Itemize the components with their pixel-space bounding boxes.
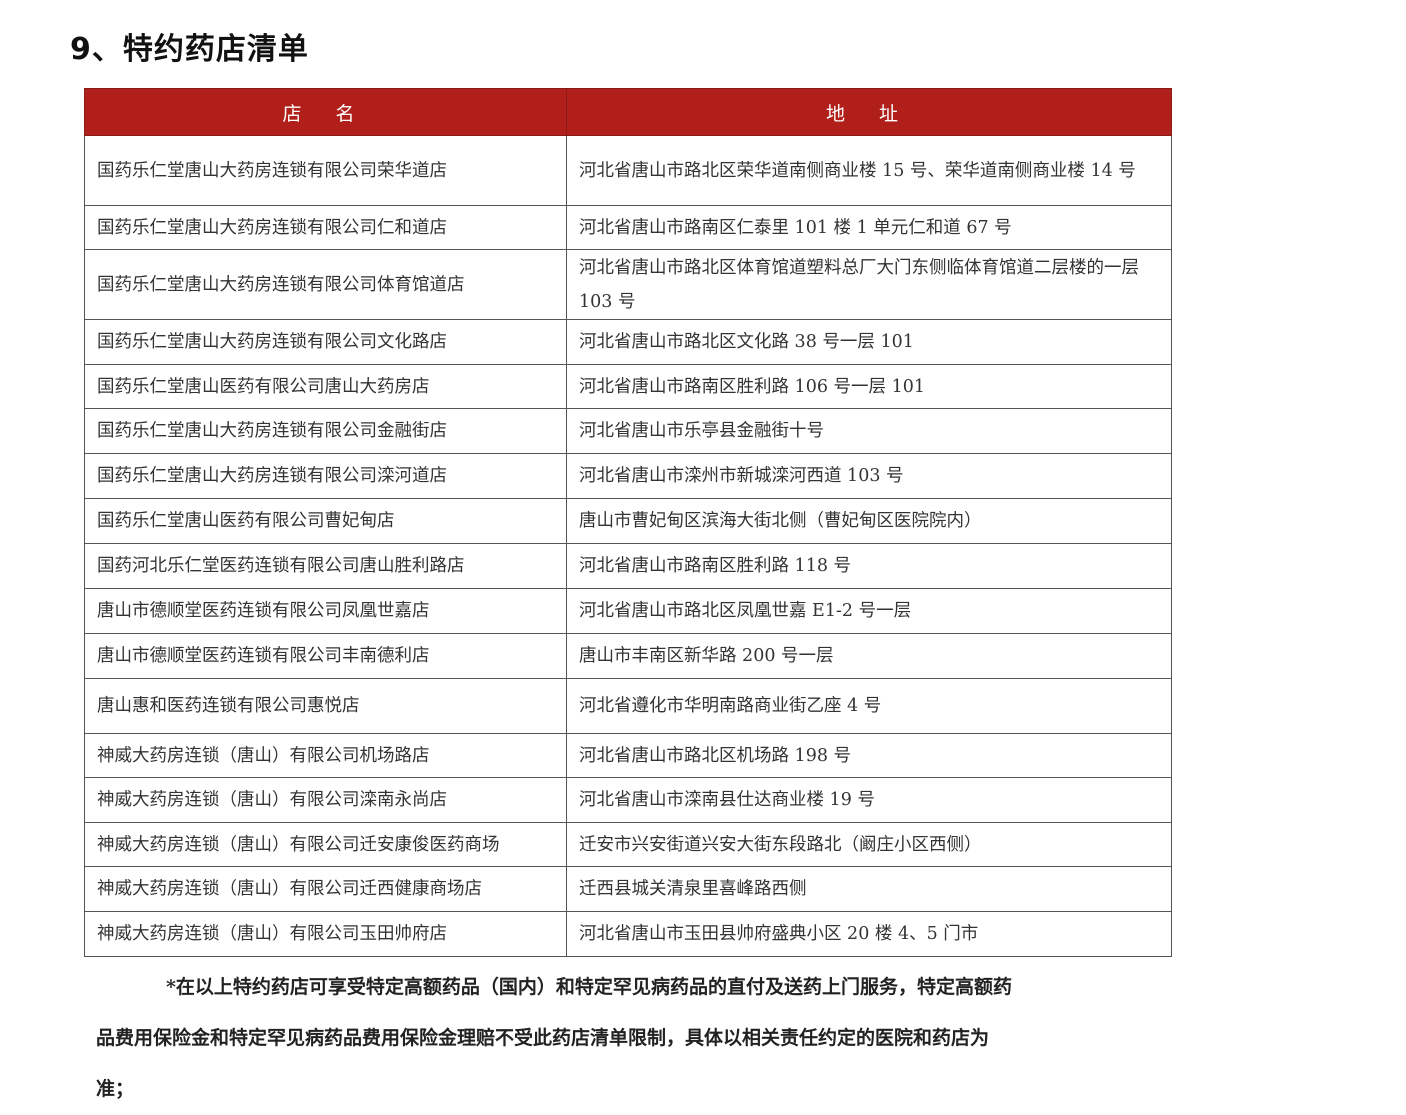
pharmacy-name: 国药乐仁堂唐山医药有限公司曹妃甸店: [84, 498, 567, 544]
pharmacy-address: 河北省遵化市华明南路商业街乙座 4 号: [566, 678, 1172, 734]
pharmacy-name: 唐山市德顺堂医药连锁有限公司丰南德利店: [84, 633, 567, 679]
pharmacy-name: 国药乐仁堂唐山大药房连锁有限公司文化路店: [84, 319, 567, 365]
table-row: 国药乐仁堂唐山大药房连锁有限公司体育馆道店 河北省唐山市路北区体育馆道塑料总厂大门…: [84, 249, 1172, 320]
pharmacy-address: 河北省唐山市路北区文化路 38 号一层 101: [566, 319, 1172, 365]
table-row: 国药乐仁堂唐山大药房连锁有限公司文化路店 河北省唐山市路北区文化路 38 号一层 …: [84, 319, 1172, 365]
table-row: 唐山市德顺堂医药连锁有限公司凤凰世嘉店 河北省唐山市路北区凤凰世嘉 E1-2 号一…: [84, 588, 1172, 634]
pharmacy-address: 河北省唐山市乐亭县金融街十号: [566, 408, 1172, 454]
pharmacy-name: 国药乐仁堂唐山大药房连锁有限公司仁和道店: [84, 205, 567, 250]
pharmacy-address: 河北省唐山市滦南县仕达商业楼 19 号: [566, 777, 1172, 823]
pharmacy-address: 河北省唐山市路北区体育馆道塑料总厂大门东侧临体育馆道二层楼的一层 103 号: [566, 249, 1172, 320]
table-row: 国药乐仁堂唐山大药房连锁有限公司金融街店 河北省唐山市乐亭县金融街十号: [84, 408, 1172, 454]
table-row: 神威大药房连锁（唐山）有限公司玉田帅府店 河北省唐山市玉田县帅府盛典小区 20 楼…: [84, 911, 1172, 957]
header-name: 店 名: [84, 88, 567, 136]
pharmacy-name: 国药乐仁堂唐山大药房连锁有限公司体育馆道店: [84, 249, 567, 320]
pharmacy-address: 唐山市丰南区新华路 200 号一层: [566, 633, 1172, 679]
table-row: 国药乐仁堂唐山医药有限公司唐山大药房店 河北省唐山市路南区胜利路 106 号一层 …: [84, 364, 1172, 409]
pharmacy-name: 国药乐仁堂唐山医药有限公司唐山大药房店: [84, 364, 567, 409]
pharmacy-name: 神威大药房连锁（唐山）有限公司机场路店: [84, 733, 567, 778]
pharmacy-address: 河北省唐山市路南区胜利路 106 号一层 101: [566, 364, 1172, 409]
pharmacy-name: 神威大药房连锁（唐山）有限公司迁西健康商场店: [84, 866, 567, 912]
pharmacy-address: 河北省唐山市玉田县帅府盛典小区 20 楼 4、5 门市: [566, 911, 1172, 957]
table-row: 神威大药房连锁（唐山）有限公司迁西健康商场店 迁西县城关清泉里喜峰路西侧: [84, 866, 1172, 912]
table-row: 神威大药房连锁（唐山）有限公司机场路店 河北省唐山市路北区机场路 198 号: [84, 733, 1172, 778]
pharmacy-address: 河北省唐山市路北区凤凰世嘉 E1-2 号一层: [566, 588, 1172, 634]
pharmacy-name: 唐山市德顺堂医药连锁有限公司凤凰世嘉店: [84, 588, 567, 634]
pharmacy-name: 国药河北乐仁堂医药连锁有限公司唐山胜利路店: [84, 543, 567, 589]
pharmacy-name: 神威大药房连锁（唐山）有限公司玉田帅府店: [84, 911, 567, 957]
pharmacy-name: 国药乐仁堂唐山大药房连锁有限公司滦河道店: [84, 453, 567, 499]
pharmacy-address: 河北省唐山市路南区胜利路 118 号: [566, 543, 1172, 589]
pharmacy-address: 唐山市曹妃甸区滨海大街北侧（曹妃甸区医院院内）: [566, 498, 1172, 544]
pharmacy-name: 神威大药房连锁（唐山）有限公司滦南永尚店: [84, 777, 567, 823]
table-header-row: 店 名 地 址: [84, 88, 1172, 136]
pharmacy-address: 河北省唐山市滦州市新城滦河西道 103 号: [566, 453, 1172, 499]
table-row: 国药乐仁堂唐山医药有限公司曹妃甸店 唐山市曹妃甸区滨海大街北侧（曹妃甸区医院院内）: [84, 498, 1172, 544]
pharmacy-address: 迁安市兴安街道兴安大街东段路北（阚庄小区西侧）: [566, 822, 1172, 867]
table-row: 唐山惠和医药连锁有限公司惠悦店 河北省遵化市华明南路商业街乙座 4 号: [84, 678, 1172, 734]
pharmacy-name: 国药乐仁堂唐山大药房连锁有限公司荣华道店: [84, 135, 567, 206]
table-row: 唐山市德顺堂医药连锁有限公司丰南德利店 唐山市丰南区新华路 200 号一层: [84, 633, 1172, 679]
table-row: 神威大药房连锁（唐山）有限公司滦南永尚店 河北省唐山市滦南县仕达商业楼 19 号: [84, 777, 1172, 823]
pharmacy-table: 店 名 地 址 国药乐仁堂唐山大药房连锁有限公司荣华道店 河北省唐山市路北区荣华道…: [84, 88, 1172, 957]
table-row: 神威大药房连锁（唐山）有限公司迁安康俊医药商场 迁安市兴安街道兴安大街东段路北（阚…: [84, 822, 1172, 867]
pharmacy-address: 河北省唐山市路北区荣华道南侧商业楼 15 号、荣华道南侧商业楼 14 号: [566, 135, 1172, 206]
table-row: 国药河北乐仁堂医药连锁有限公司唐山胜利路店 河北省唐山市路南区胜利路 118 号: [84, 543, 1172, 589]
pharmacy-name: 国药乐仁堂唐山大药房连锁有限公司金融街店: [84, 408, 567, 454]
pharmacy-address: 河北省唐山市路北区机场路 198 号: [566, 733, 1172, 778]
footnote: *在以上特约药店可享受特定高额药品（国内）和特定罕见病药品的直付及送药上门服务，…: [96, 976, 1012, 1100]
table-row: 国药乐仁堂唐山大药房连锁有限公司滦河道店 河北省唐山市滦州市新城滦河西道 103 …: [84, 453, 1172, 499]
table-row: 国药乐仁堂唐山大药房连锁有限公司荣华道店 河北省唐山市路北区荣华道南侧商业楼 15…: [84, 135, 1172, 206]
pharmacy-name: 神威大药房连锁（唐山）有限公司迁安康俊医药商场: [84, 822, 567, 867]
pharmacy-address: 河北省唐山市路南区仁泰里 101 楼 1 单元仁和道 67 号: [566, 205, 1172, 250]
page-title: 9、特约药店清单: [70, 32, 309, 67]
pharmacy-name: 唐山惠和医药连锁有限公司惠悦店: [84, 678, 567, 734]
pharmacy-address: 迁西县城关清泉里喜峰路西侧: [566, 866, 1172, 912]
table-row: 国药乐仁堂唐山大药房连锁有限公司仁和道店 河北省唐山市路南区仁泰里 101 楼 1…: [84, 205, 1172, 250]
header-address: 地 址: [566, 88, 1172, 136]
